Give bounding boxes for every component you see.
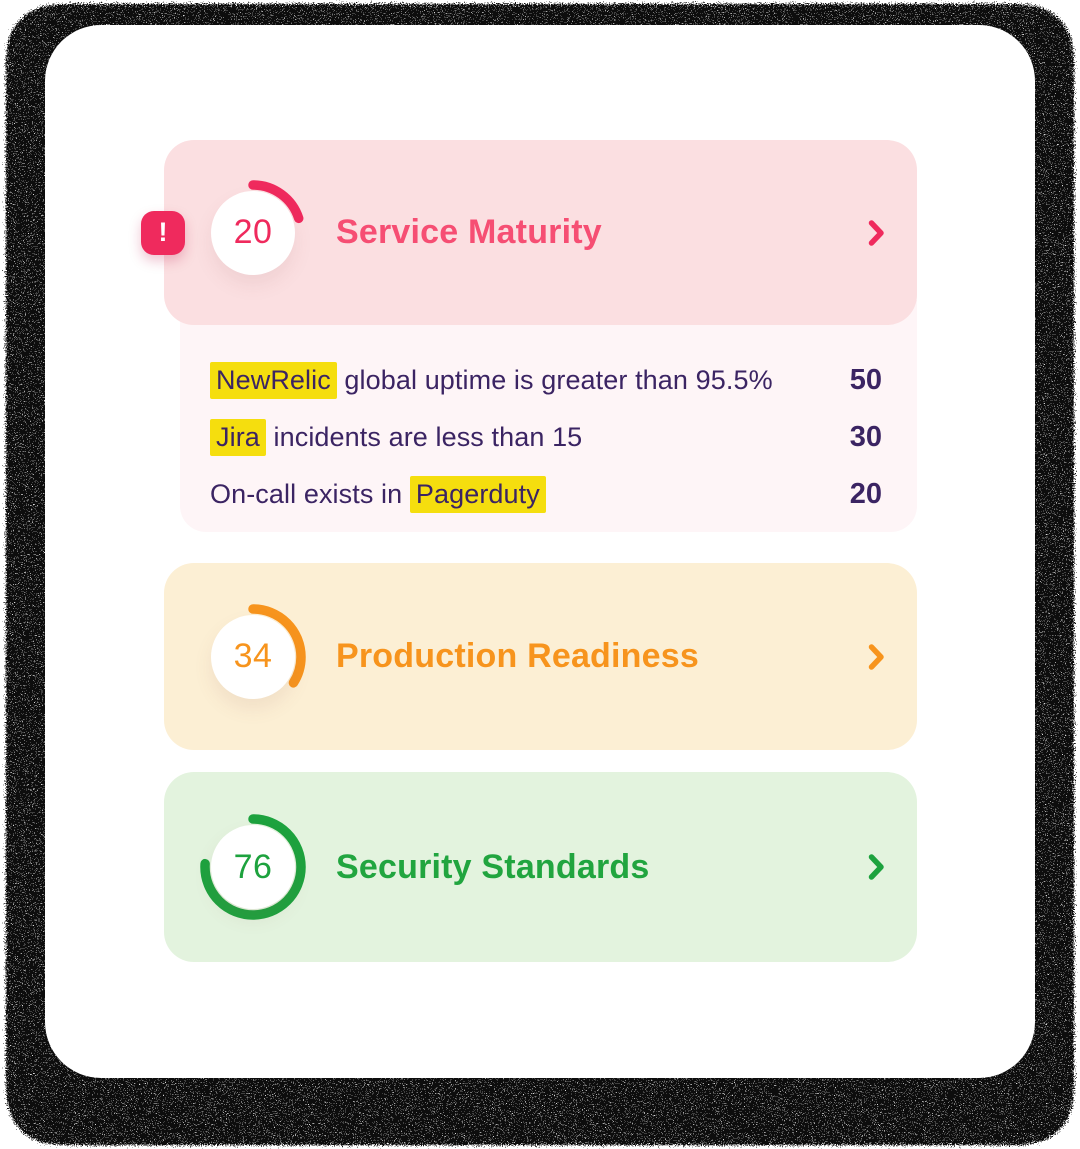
score-value: 34 xyxy=(233,637,273,675)
service-maturity-card[interactable]: ! 20 Service Maturity xyxy=(141,140,917,325)
content-sheet: NewRelic global uptime is greater than 9… xyxy=(45,25,1035,1078)
chevron-right-icon xyxy=(868,854,884,880)
production-readiness-card[interactable]: 34 Production Readiness xyxy=(164,563,917,750)
score-gauge: 34 xyxy=(198,602,308,712)
score-value: 76 xyxy=(233,847,273,886)
check-row: On-call exists in Pagerduty 20 xyxy=(210,474,882,514)
chevron-right-icon xyxy=(868,219,884,246)
chevron-right-icon xyxy=(868,643,884,670)
check-value: 20 xyxy=(849,477,882,510)
check-value: 30 xyxy=(849,420,882,453)
checks-panel: NewRelic global uptime is greater than 9… xyxy=(180,300,917,532)
highlight-pagerduty: Pagerduty xyxy=(409,475,546,513)
score-gauge: 76 xyxy=(198,812,308,922)
check-text: NewRelic global uptime is greater than 9… xyxy=(210,361,773,399)
check-value: 50 xyxy=(849,363,882,396)
card-title: Security Standards xyxy=(336,847,650,886)
score-value: 20 xyxy=(233,213,273,251)
check-text: On-call exists in Pagerduty xyxy=(210,475,546,513)
check-row: Jira incidents are less than 15 30 xyxy=(210,417,882,457)
progress-ring xyxy=(200,814,306,920)
check-text: Jira incidents are less than 15 xyxy=(210,418,582,456)
highlight-newrelic: NewRelic xyxy=(210,361,337,399)
check-row: NewRelic global uptime is greater than 9… xyxy=(210,360,882,400)
score-gauge: 20 xyxy=(198,178,308,288)
highlight-jira: Jira xyxy=(210,418,266,456)
card-title: Service Maturity xyxy=(336,213,602,251)
card-title: Production Readiness xyxy=(336,637,699,675)
security-standards-card[interactable]: 76 Security Standards xyxy=(164,772,917,962)
alert-exclamation-icon: ! xyxy=(141,210,185,255)
progress-ring xyxy=(200,179,306,286)
progress-ring xyxy=(200,603,306,710)
